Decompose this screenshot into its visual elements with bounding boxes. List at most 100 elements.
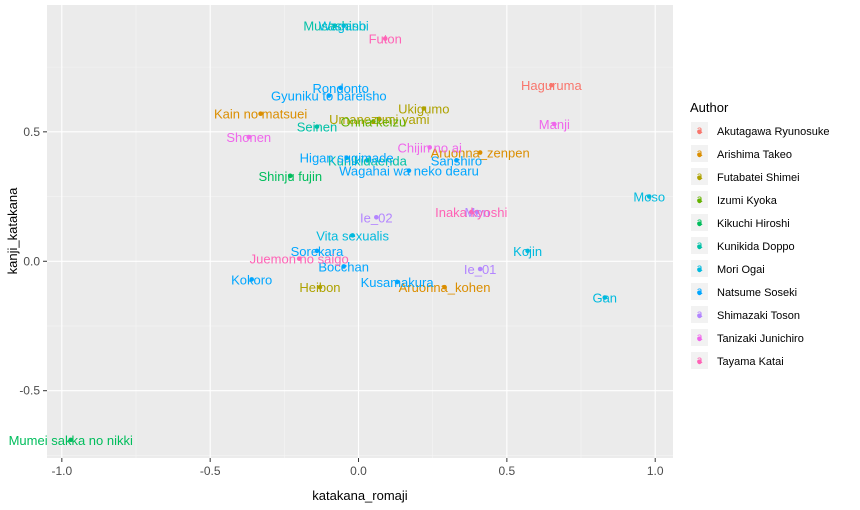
data-label: Wagahai wa neko dearu [339,164,479,179]
data-label: Sanshiro [431,153,482,168]
legend-key-point [697,198,702,204]
data-label: Aruonna_zenpen [431,146,530,161]
data-label: Ukigumo [398,102,449,117]
data-label: Onna keizu [340,114,406,129]
legend-label: Arishima Takeo [717,149,792,161]
legend-key-glyph: a [697,332,703,343]
data-label: Rondonto [313,81,369,96]
data-label: Wagashi [319,19,369,34]
data-label: Umanezumi yami [329,112,430,127]
data-point [474,209,480,215]
data-label: Kokoro [231,272,272,287]
legend-key-glyph: a [697,263,703,274]
legend-label: Natsume Soseki [717,287,797,299]
y-tick-label: 0.0 [23,254,40,268]
data-point [477,266,483,272]
data-point [421,106,427,111]
data-label: Chijin no ai [398,140,462,155]
x-tick-label: -0.5 [200,464,221,478]
y-axis: -0.5 0.0 0.5 [19,125,47,398]
legend-key-glyph: a [697,171,703,182]
data-point [371,119,376,124]
grid-lines [47,5,673,458]
legend-key-glyph: a [697,309,703,320]
data-label: Mumei sakka no nikki [9,433,133,448]
data-label: Shonen [226,130,271,145]
data-point [406,168,412,173]
legend-key-point [697,336,702,342]
data-point [382,36,388,41]
data-point [427,145,433,150]
data-point [332,23,338,29]
legend-label: Mori Ogai [717,264,765,276]
data-label: Inaka kyoshi [435,205,507,220]
data-point [246,134,252,140]
legend-key-point [697,313,702,319]
data-label: Haguruma [521,78,582,93]
legend-label: Futabatei Shimei [717,172,800,184]
data-point [341,23,346,29]
data-point [68,437,74,443]
legend-label: Tanizaki Junichiro [717,333,804,345]
legend: Author a Akutagawa Ryunosuke a Arishima Tak… [690,100,830,369]
data-point [258,111,263,117]
data-label: Futon [369,32,402,47]
x-axis-title: katakana_romaji [312,488,407,503]
data-label: Vita sexualis [316,228,389,243]
data-points [68,23,652,443]
data-label: Shinju fujin [258,169,322,184]
data-point [317,284,323,290]
y-tick-label: 0.5 [23,125,40,139]
data-point [296,256,302,261]
data-label: Higan sugimade [300,151,394,166]
legend-key-point [697,129,702,135]
data-label: Moso [633,190,665,205]
legend-label: Akutagawa Ryunosuke [717,126,830,138]
data-labels: Haguruma Kain no matsuei Aruonna_zenpen Aru… [9,19,666,448]
data-label: Kusamakura [361,275,435,290]
data-point [525,248,530,254]
y-tick-label: -0.5 [19,384,40,398]
legend-label: Izumi Kyoka [717,195,778,207]
data-point [477,150,483,155]
data-point [374,214,379,220]
data-label: Kunikidaenda [328,153,408,168]
data-label: Musashino [303,19,366,34]
data-point [249,277,255,282]
data-point [326,93,332,98]
data-label: Manji [539,117,570,132]
data-label: Gyuniku to bareisho [271,89,387,104]
data-label: Juemon no saigo [250,252,349,267]
data-label: Sorekara [291,244,345,259]
data-point [646,194,652,199]
legend-title: Author [690,100,729,115]
data-label: Ie_02 [360,210,393,225]
legend-key-point [697,152,702,158]
data-point [376,116,382,122]
data-point [314,248,320,254]
legend-key-glyph: a [697,148,703,159]
data-point [338,85,344,91]
data-label: Ie_01 [464,262,497,277]
data-label: Kojin [513,244,542,259]
x-axis: -1.0 -0.5 0.0 0.5 1.0 [51,458,664,478]
legend-key-glyph: a [697,286,703,297]
legend-label: Kunikida Doppo [717,241,795,253]
data-point [344,155,349,161]
legend-label: Tayama Katai [717,356,784,368]
legend-key-point [697,267,702,273]
legend-key-glyph: a [697,240,703,251]
data-label: Bocchan [318,259,369,274]
legend-key-glyph: a [697,217,703,228]
data-point [602,295,608,300]
data-label: Aruonna_kohen [399,280,491,295]
data-point [394,279,400,285]
x-tick-label: 0.0 [350,464,367,478]
legend-key-point [697,221,702,227]
x-tick-label: -1.0 [51,464,72,478]
data-label: Kain no matsuei [214,107,307,122]
legend-key-glyph: a [697,355,703,366]
legend-key-glyph: a [697,194,703,205]
data-point [549,82,554,88]
